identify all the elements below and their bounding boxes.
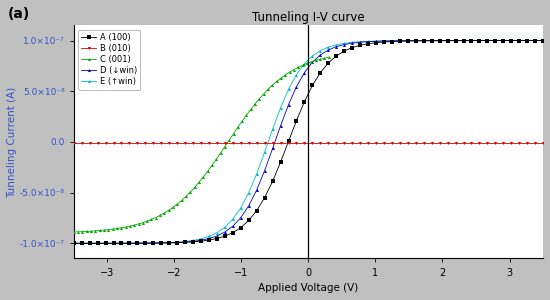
Legend: A (100), B (010), C (001), D (↓win), E (↑win): A (100), B (010), C (001), D (↓win), E (… <box>78 30 140 90</box>
Line: B (010): B (010) <box>72 141 544 145</box>
Line: E (↑win): E (↑win) <box>72 39 544 245</box>
C (001) <box>114 227 120 230</box>
E (↑win) <box>222 225 228 229</box>
Text: (a): (a) <box>8 7 30 21</box>
C (001) <box>135 222 142 226</box>
C (001) <box>70 230 77 234</box>
A (100) <box>540 39 546 42</box>
C (001) <box>325 56 332 59</box>
B (010) <box>70 141 77 145</box>
B (010) <box>229 141 236 145</box>
D (↓win) <box>70 242 77 245</box>
A (100) <box>229 231 236 235</box>
B (010) <box>206 141 212 145</box>
Line: C (001): C (001) <box>72 56 330 233</box>
A (100) <box>190 240 196 244</box>
C (001) <box>144 219 151 223</box>
D (↓win) <box>190 239 196 243</box>
Y-axis label: Tunneling Current (A): Tunneling Current (A) <box>7 86 17 198</box>
B (010) <box>540 141 546 145</box>
C (001) <box>230 132 237 135</box>
E (↑win) <box>190 238 196 242</box>
A (100) <box>365 42 371 46</box>
Line: D (↓win): D (↓win) <box>72 39 544 245</box>
B (010) <box>150 141 157 145</box>
E (↑win) <box>540 39 546 42</box>
B (010) <box>190 141 196 145</box>
E (↑win) <box>365 40 371 43</box>
E (↑win) <box>150 241 157 245</box>
D (↓win) <box>206 237 212 240</box>
B (010) <box>222 141 228 145</box>
A (100) <box>206 238 212 242</box>
D (↓win) <box>365 40 371 44</box>
E (↑win) <box>206 235 212 238</box>
D (↓win) <box>222 230 228 234</box>
A (100) <box>150 241 157 245</box>
B (010) <box>365 141 371 145</box>
E (↑win) <box>229 218 236 221</box>
Line: A (100): A (100) <box>72 39 544 245</box>
A (100) <box>70 242 77 245</box>
D (↓win) <box>229 224 236 228</box>
D (↓win) <box>150 241 157 245</box>
Title: Tunneling I-V curve: Tunneling I-V curve <box>252 11 365 24</box>
X-axis label: Applied Voltage (V): Applied Voltage (V) <box>258 283 359 293</box>
E (↑win) <box>70 242 77 245</box>
C (001) <box>157 214 163 217</box>
D (↓win) <box>540 39 546 42</box>
A (100) <box>222 234 228 238</box>
C (001) <box>152 216 159 219</box>
